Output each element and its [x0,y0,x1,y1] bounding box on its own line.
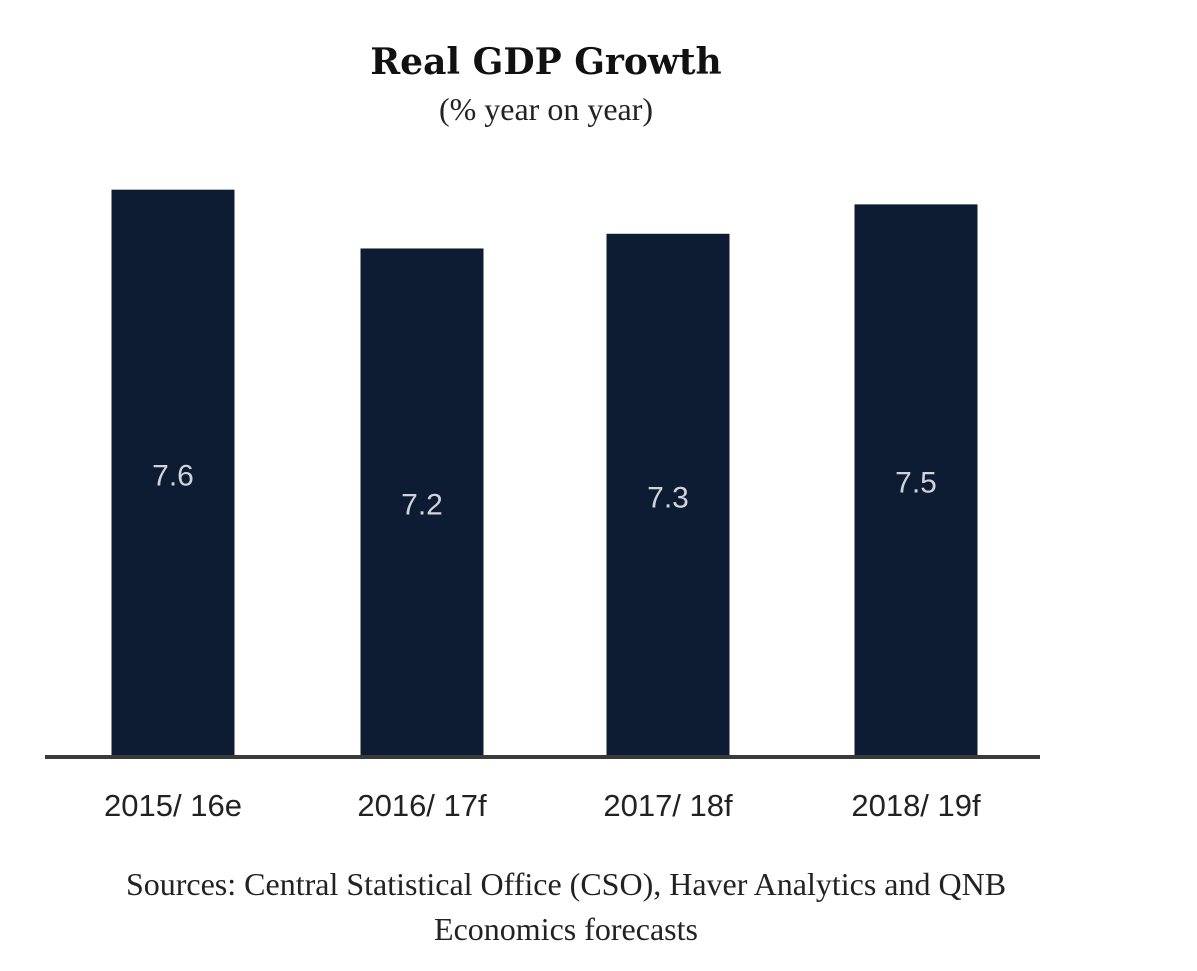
chart-subtitle: (% year on year) [439,91,653,127]
bar-value-label: 7.5 [895,467,937,500]
x-tick-label: 2016/ 17f [357,788,487,823]
bar-value-label: 7.6 [152,459,194,492]
x-tick-labels: 2015/ 16e 2016/ 17f 2017/ 18f 2018/ 19f [104,788,981,823]
source-note-line1: Sources: Central Statistical Office (CSO… [126,866,1006,902]
bar-0 [111,189,235,758]
bar-value-label: 7.3 [647,481,689,514]
source-note-line2: Economics forecasts [434,911,698,947]
chart-title: Real GDP Growth [370,41,721,83]
bar-2 [606,233,730,758]
x-tick-label: 2018/ 19f [851,788,981,823]
x-tick-label: 2017/ 18f [603,788,733,823]
bars-group: 7.6 7.2 7.3 7.5 [111,189,978,758]
bar-1 [360,248,484,757]
bar-3 [854,204,978,758]
x-tick-label: 2015/ 16e [104,788,242,823]
bar-value-label: 7.2 [401,489,443,522]
